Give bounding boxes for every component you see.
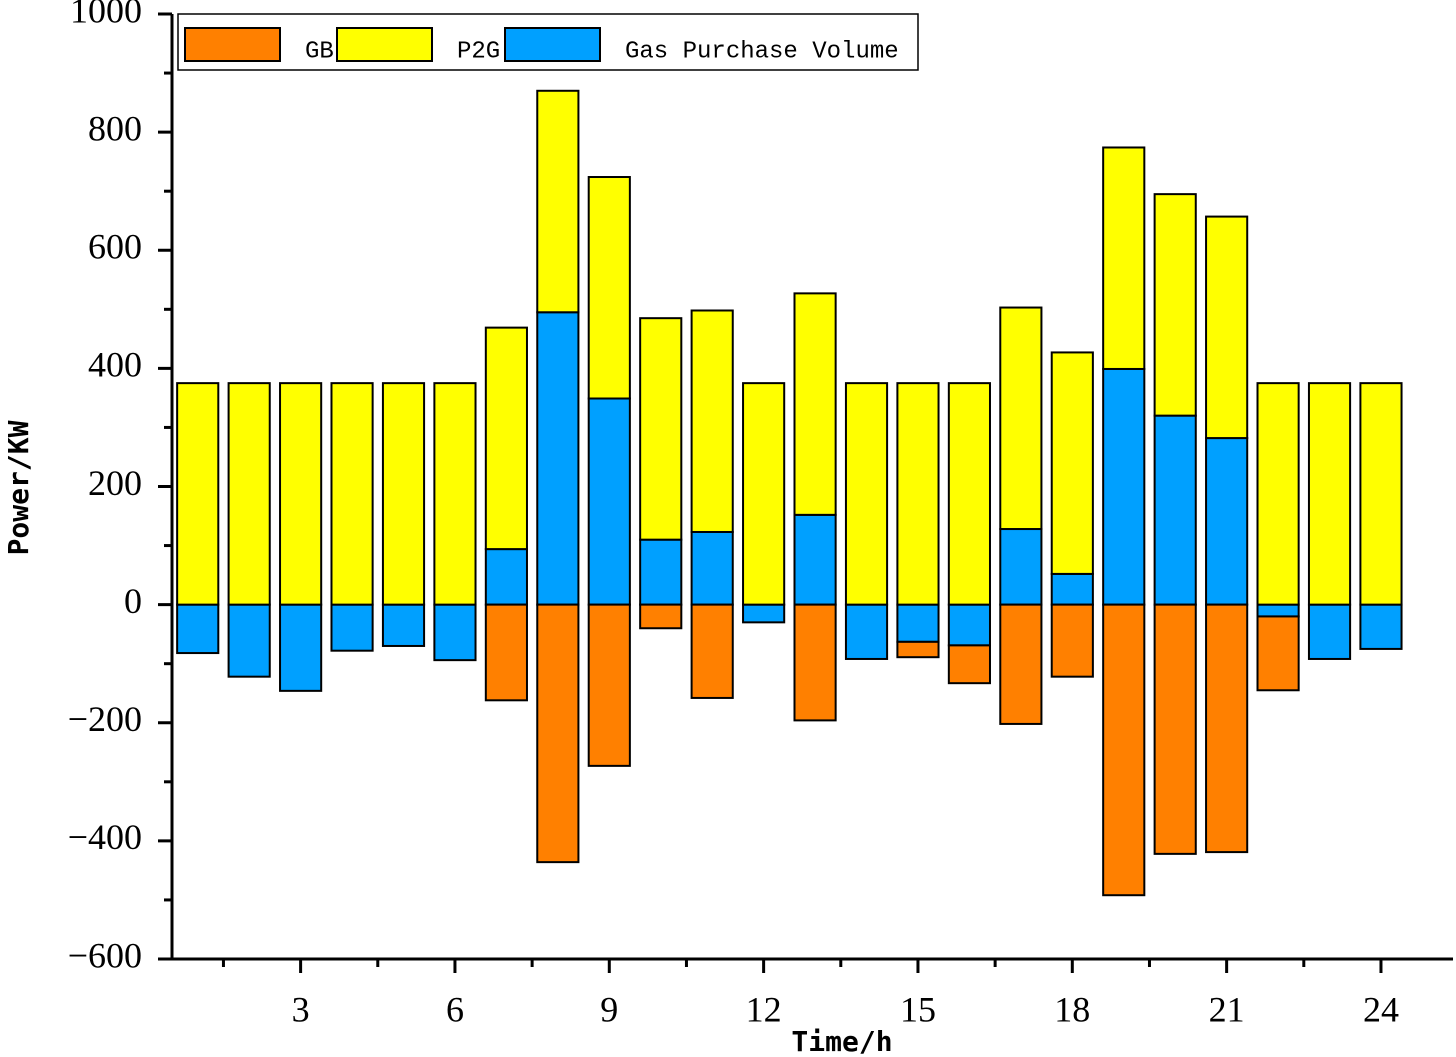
bar bbox=[1359, 382, 1403, 606]
bar bbox=[587, 176, 631, 400]
bar bbox=[484, 603, 528, 702]
legend-swatch bbox=[184, 27, 281, 62]
x-tick-label: 6 bbox=[446, 989, 464, 1029]
bar bbox=[793, 292, 837, 516]
y-tick-label: 800 bbox=[88, 108, 142, 148]
bar bbox=[1205, 437, 1249, 606]
bar bbox=[793, 603, 837, 722]
bar bbox=[639, 317, 683, 541]
bar bbox=[587, 603, 631, 767]
x-axis-label: Time/h bbox=[791, 1025, 892, 1057]
bar bbox=[742, 382, 786, 606]
bar bbox=[1153, 603, 1197, 855]
bar bbox=[1256, 603, 1300, 618]
bar bbox=[484, 548, 528, 606]
bar bbox=[1256, 382, 1300, 606]
y-tick-label: −200 bbox=[68, 699, 142, 739]
bar bbox=[639, 538, 683, 606]
bar bbox=[844, 603, 889, 660]
y-tick-label: 1000 bbox=[70, 0, 142, 30]
bar bbox=[279, 603, 323, 692]
bar bbox=[1359, 603, 1403, 650]
bar bbox=[484, 326, 528, 551]
bar bbox=[742, 603, 786, 624]
bar bbox=[896, 382, 940, 606]
bar bbox=[227, 603, 271, 678]
legend-label: Gas Purchase Volume bbox=[625, 38, 899, 65]
bar bbox=[1205, 215, 1249, 440]
bar bbox=[176, 603, 220, 655]
y-axis-label: Power/KW bbox=[2, 420, 35, 555]
bar bbox=[536, 603, 580, 864]
bar bbox=[587, 397, 631, 606]
bar bbox=[999, 528, 1043, 606]
bar bbox=[1153, 414, 1197, 606]
bar bbox=[381, 382, 426, 606]
x-tick-label: 9 bbox=[600, 989, 618, 1029]
bar bbox=[1050, 351, 1094, 575]
bar bbox=[1102, 146, 1146, 370]
bar bbox=[844, 382, 889, 606]
bar bbox=[1153, 193, 1197, 417]
legend-label: GB bbox=[305, 38, 334, 65]
y-tick-label: −400 bbox=[68, 817, 142, 857]
bar bbox=[947, 603, 991, 647]
y-tick-label: −600 bbox=[68, 935, 142, 975]
bar bbox=[947, 644, 991, 685]
bar bbox=[639, 603, 683, 630]
y-tick-label: 400 bbox=[88, 345, 142, 385]
bar bbox=[1307, 603, 1352, 660]
y-tick-label: 0 bbox=[124, 581, 142, 621]
bar bbox=[999, 603, 1043, 725]
bar bbox=[1102, 603, 1146, 897]
bar bbox=[1307, 382, 1352, 606]
bar bbox=[433, 603, 477, 662]
bar bbox=[1256, 615, 1300, 692]
x-tick-label: 3 bbox=[292, 989, 310, 1029]
bar bbox=[279, 382, 323, 606]
legend-label: P2G bbox=[457, 38, 500, 65]
x-tick-label: 21 bbox=[1209, 989, 1245, 1029]
bar bbox=[999, 306, 1043, 531]
bar bbox=[690, 530, 734, 606]
legend-swatch bbox=[504, 27, 601, 62]
bar bbox=[227, 382, 271, 606]
bar bbox=[381, 603, 426, 647]
bar bbox=[536, 311, 580, 606]
bar bbox=[896, 640, 940, 659]
bar bbox=[690, 603, 734, 699]
bar bbox=[690, 309, 734, 533]
x-tick-label: 18 bbox=[1054, 989, 1090, 1029]
x-tick-label: 12 bbox=[746, 989, 782, 1029]
bar bbox=[1205, 603, 1249, 854]
bar bbox=[1050, 572, 1094, 606]
y-tick-label: 600 bbox=[88, 227, 142, 267]
bar bbox=[433, 382, 477, 606]
x-tick-label: 15 bbox=[900, 989, 936, 1029]
x-tick-label: 24 bbox=[1363, 989, 1399, 1029]
bar bbox=[1102, 367, 1146, 606]
y-tick-label: 200 bbox=[88, 463, 142, 503]
bar bbox=[176, 382, 220, 606]
bar bbox=[1050, 603, 1094, 678]
bar bbox=[330, 382, 374, 606]
legend-swatch bbox=[336, 27, 433, 62]
bar bbox=[536, 89, 580, 314]
bar bbox=[947, 382, 991, 606]
bar bbox=[793, 513, 837, 606]
bar bbox=[330, 603, 374, 652]
bar bbox=[896, 603, 940, 643]
